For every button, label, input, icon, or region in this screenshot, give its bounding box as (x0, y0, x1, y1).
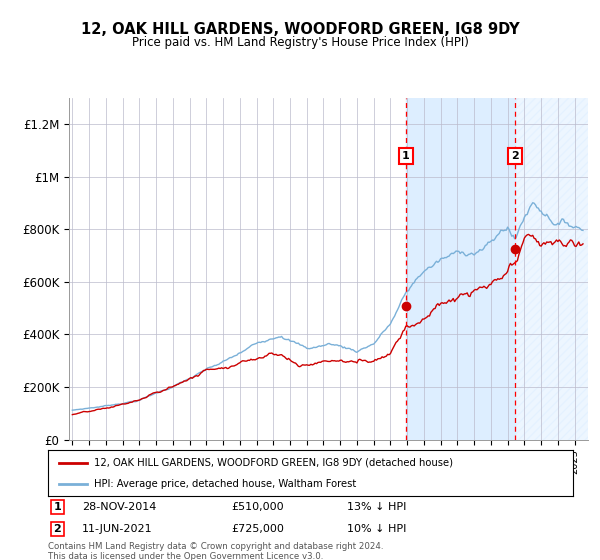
Text: Contains HM Land Registry data © Crown copyright and database right 2024.
This d: Contains HM Land Registry data © Crown c… (48, 542, 383, 560)
Text: 13% ↓ HPI: 13% ↓ HPI (347, 502, 407, 512)
Text: 10% ↓ HPI: 10% ↓ HPI (347, 524, 407, 534)
Bar (515, 98, 588, 440)
Text: 2: 2 (53, 524, 61, 534)
Text: 1: 1 (53, 502, 61, 512)
Text: 11-JUN-2021: 11-JUN-2021 (82, 524, 153, 534)
Text: 1: 1 (402, 151, 410, 161)
Text: £725,000: £725,000 (232, 524, 284, 534)
Text: Price paid vs. HM Land Registry's House Price Index (HPI): Price paid vs. HM Land Registry's House … (131, 36, 469, 49)
Text: HPI: Average price, detached house, Waltham Forest: HPI: Average price, detached house, Walt… (94, 479, 356, 489)
Text: 28-NOV-2014: 28-NOV-2014 (82, 502, 157, 512)
Text: 12, OAK HILL GARDENS, WOODFORD GREEN, IG8 9DY: 12, OAK HILL GARDENS, WOODFORD GREEN, IG… (80, 22, 520, 38)
Bar (406, 98, 515, 440)
Text: 2: 2 (511, 151, 519, 161)
Text: £510,000: £510,000 (232, 502, 284, 512)
Text: 12, OAK HILL GARDENS, WOODFORD GREEN, IG8 9DY (detached house): 12, OAK HILL GARDENS, WOODFORD GREEN, IG… (94, 458, 453, 468)
